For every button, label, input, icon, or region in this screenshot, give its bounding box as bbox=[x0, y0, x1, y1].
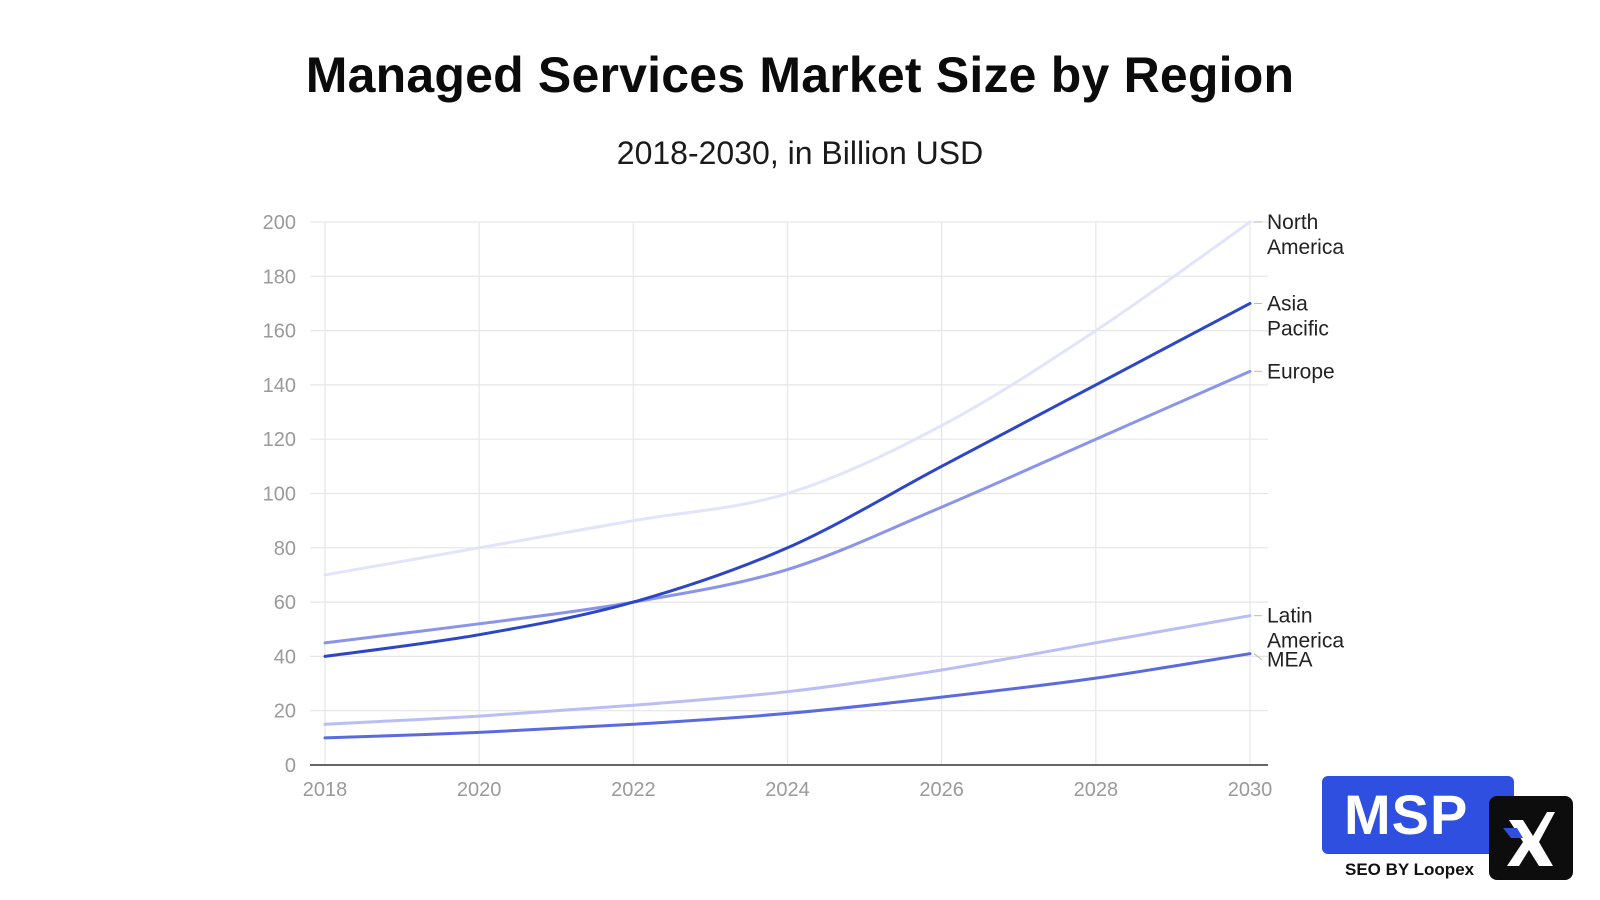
grid-lines bbox=[310, 221, 1268, 765]
series-line-asia-pacific bbox=[323, 301, 1252, 658]
x-axis: 2018 2020 2022 2024 2026 2028 2030 bbox=[303, 764, 1273, 801]
series-label-asia-pacific: Pacific bbox=[1267, 317, 1329, 340]
y-axis: 0 20 40 60 80 100 120 140 160 180 200 bbox=[263, 212, 296, 777]
x-tick-label: 2022 bbox=[611, 779, 656, 801]
x-tick-label: 2028 bbox=[1074, 779, 1119, 801]
logo-box: MSP bbox=[1322, 776, 1514, 854]
x-tick-label: 2018 bbox=[303, 779, 348, 801]
y-tick-label: 40 bbox=[274, 646, 296, 668]
series-line-mea bbox=[323, 652, 1252, 740]
series-label-asia-pacific: Asia bbox=[1267, 292, 1308, 315]
series-line-europe bbox=[323, 369, 1252, 645]
chart-title: Managed Services Market Size by Region bbox=[305, 47, 1295, 103]
series-label-north-america: North bbox=[1267, 211, 1318, 234]
series-line-north-america bbox=[323, 220, 1252, 577]
y-tick-label: 140 bbox=[263, 375, 296, 397]
y-tick-label: 80 bbox=[274, 538, 296, 560]
series-label-north-america: America bbox=[1267, 236, 1344, 259]
y-tick-label: 0 bbox=[285, 755, 296, 777]
series-label-latin-america: Latin bbox=[1267, 605, 1313, 628]
label-leader-mea bbox=[1253, 653, 1263, 661]
y-tick-label: 100 bbox=[263, 484, 296, 506]
logo-brand-text: MSP bbox=[1344, 783, 1469, 846]
y-tick-label: 60 bbox=[274, 592, 296, 614]
logo-tagline: SEO BY Loopex bbox=[1345, 860, 1475, 879]
y-tick-label: 180 bbox=[263, 266, 296, 288]
x-tick-label: 2020 bbox=[457, 779, 502, 801]
y-tick-label: 160 bbox=[263, 321, 296, 343]
series-labels: NorthAmericaAsiaPacificEuropeLatinAmeric… bbox=[1253, 211, 1344, 672]
x-tick-label: 2026 bbox=[919, 779, 964, 801]
series-lines bbox=[323, 220, 1252, 740]
y-tick-label: 20 bbox=[274, 701, 296, 723]
series-label-mea: MEA bbox=[1267, 649, 1313, 672]
msp-logo: MSP SEO BY Loopex bbox=[1322, 772, 1573, 884]
logo-x-icon bbox=[1489, 796, 1573, 880]
y-tick-label: 120 bbox=[263, 429, 296, 451]
series-line-latin-america bbox=[323, 614, 1252, 726]
series-label-latin-america: America bbox=[1267, 630, 1344, 653]
x-tick-label: 2024 bbox=[765, 779, 810, 801]
y-tick-label: 200 bbox=[263, 212, 296, 234]
series-label-europe: Europe bbox=[1267, 360, 1335, 383]
chart-subtitle: 2018-2030, in Billion USD bbox=[616, 135, 984, 171]
x-tick-label: 2030 bbox=[1228, 779, 1273, 801]
